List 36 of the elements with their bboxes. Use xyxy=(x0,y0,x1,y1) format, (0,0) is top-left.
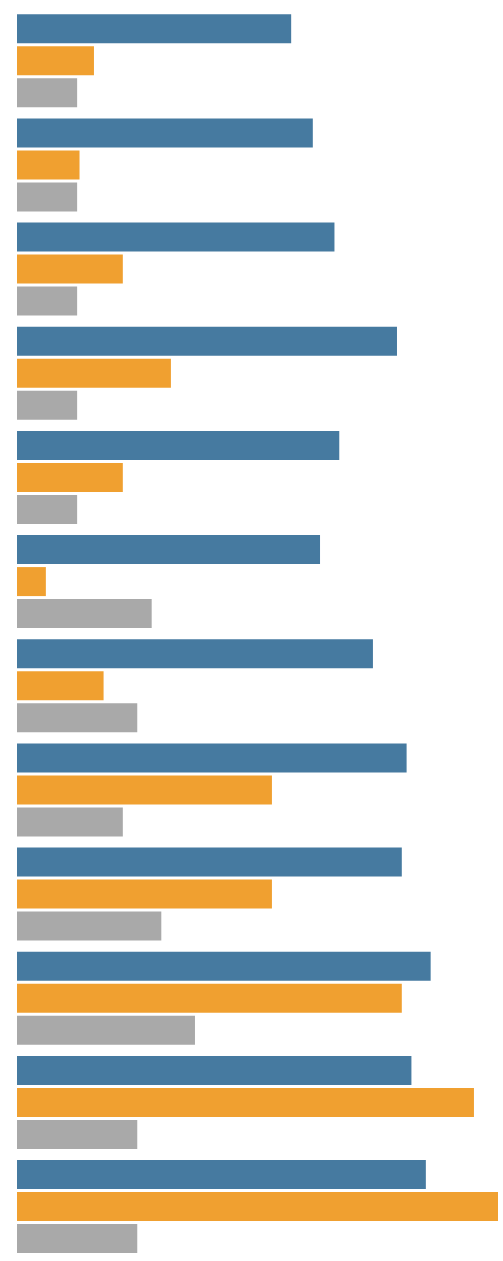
bar xyxy=(17,847,402,877)
bar xyxy=(17,599,152,629)
bar xyxy=(17,1119,138,1149)
bar xyxy=(17,462,123,492)
bar xyxy=(17,494,78,524)
bar xyxy=(17,1192,498,1222)
bar xyxy=(17,743,407,773)
bar xyxy=(17,1160,426,1190)
bar xyxy=(17,222,335,252)
bar xyxy=(17,326,397,356)
bar xyxy=(17,1224,138,1254)
bar xyxy=(17,671,104,701)
bar xyxy=(17,567,46,597)
bar xyxy=(17,951,431,981)
bar xyxy=(17,182,78,212)
bar xyxy=(17,358,171,388)
bar xyxy=(17,775,272,805)
bar xyxy=(17,911,162,941)
bar xyxy=(17,703,138,733)
bar xyxy=(17,254,123,284)
bar xyxy=(17,807,123,837)
bar xyxy=(17,286,78,316)
bar xyxy=(17,639,373,669)
bar xyxy=(17,535,321,565)
bar xyxy=(17,1087,474,1117)
bar xyxy=(17,150,80,180)
bar xyxy=(17,78,78,108)
bar xyxy=(17,390,78,420)
bar xyxy=(17,430,340,460)
bar xyxy=(17,1015,195,1045)
bar xyxy=(17,879,272,909)
bar xyxy=(17,983,402,1013)
bar xyxy=(17,118,313,148)
bar xyxy=(17,14,292,44)
bar xyxy=(17,1055,412,1085)
bar xyxy=(17,46,94,76)
